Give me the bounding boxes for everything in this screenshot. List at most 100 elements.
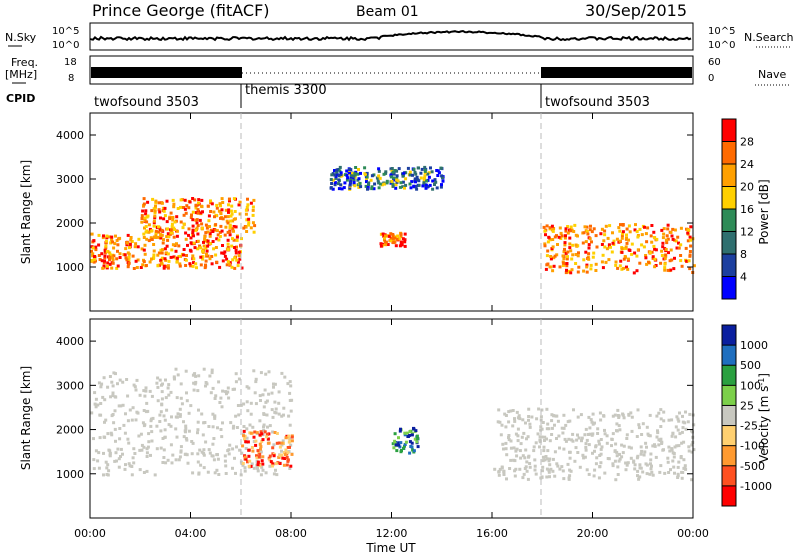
data-cell	[111, 256, 115, 260]
data-cell	[638, 463, 642, 467]
data-cell	[518, 449, 522, 453]
data-cell	[621, 230, 625, 234]
data-cell	[243, 437, 246, 441]
data-cell	[166, 266, 170, 270]
data-cell	[260, 459, 264, 463]
data-cell	[171, 198, 175, 202]
data-cell	[674, 425, 678, 429]
data-cell	[666, 456, 670, 460]
data-cell	[286, 451, 290, 455]
data-cell	[218, 401, 222, 404]
data-cell	[142, 232, 146, 236]
data-cell	[274, 462, 278, 466]
data-cell	[106, 473, 110, 477]
data-cell	[179, 445, 183, 449]
data-cell	[400, 449, 403, 452]
data-cell	[117, 457, 121, 461]
data-cell	[140, 217, 144, 220]
data-cell	[143, 252, 147, 256]
data-cell	[103, 398, 107, 402]
data-cell	[634, 223, 637, 227]
data-cell	[410, 441, 414, 445]
data-cell	[97, 466, 101, 470]
data-cell	[544, 233, 547, 237]
data-cell	[251, 213, 255, 217]
data-cell	[254, 443, 258, 447]
data-cell	[159, 216, 162, 220]
data-cell	[574, 243, 578, 247]
data-cell	[196, 247, 200, 251]
data-cell	[615, 454, 619, 458]
freq-panel: Freq. [MHz] 18 8 60 0 Nave	[5, 55, 790, 86]
data-cell	[182, 435, 186, 439]
data-cell	[396, 179, 400, 183]
data-cell	[223, 459, 227, 463]
freq-left-tick-bottom: 8	[68, 73, 74, 84]
data-cell	[266, 441, 270, 445]
data-cell	[437, 171, 441, 175]
data-cell	[108, 262, 112, 266]
data-cell	[551, 238, 555, 241]
data-cell	[611, 231, 614, 235]
data-cell	[165, 408, 169, 412]
data-cell	[198, 218, 202, 222]
data-cell	[205, 249, 209, 253]
data-cell	[253, 224, 257, 228]
data-cell	[163, 418, 167, 422]
data-cell	[202, 367, 206, 371]
data-cell	[249, 431, 253, 435]
data-cell	[377, 169, 381, 173]
data-cell	[646, 226, 650, 230]
data-cell	[126, 419, 130, 423]
data-cell	[125, 258, 129, 262]
data-cell	[214, 394, 218, 398]
colorbar-tick-label: -100	[740, 440, 765, 453]
data-cell	[564, 229, 568, 233]
data-cell	[207, 448, 211, 452]
data-cell	[159, 234, 163, 238]
colorbar-tick-label: 500	[740, 359, 761, 372]
data-cell	[544, 455, 548, 458]
data-cell	[410, 433, 414, 437]
data-cell	[503, 412, 507, 416]
data-cell	[559, 231, 563, 235]
data-cell	[237, 250, 241, 254]
data-cell	[597, 439, 601, 443]
data-cell	[247, 217, 251, 221]
data-cell	[108, 258, 111, 262]
data-cell	[546, 422, 550, 426]
data-cell	[90, 411, 94, 415]
data-cell	[606, 457, 610, 460]
data-cell	[551, 269, 555, 273]
data-cell	[134, 388, 138, 392]
data-cell	[419, 176, 423, 180]
colorbar-swatch	[722, 345, 736, 366]
data-cell	[567, 477, 571, 481]
data-cell	[226, 248, 230, 252]
data-cell	[599, 232, 603, 236]
data-cell	[645, 472, 649, 476]
data-cell	[225, 392, 228, 396]
data-cell	[251, 425, 255, 429]
data-cell	[417, 183, 421, 187]
data-cell	[542, 445, 546, 449]
data-cell	[603, 233, 607, 237]
data-cell	[259, 447, 262, 451]
data-cell	[161, 241, 165, 245]
data-cell	[158, 378, 162, 382]
data-cell	[583, 455, 587, 459]
data-cell	[184, 258, 188, 262]
data-cell	[167, 259, 171, 263]
data-cell	[415, 440, 419, 444]
data-cell	[397, 167, 401, 171]
data-cell	[547, 427, 551, 431]
data-cell	[618, 428, 622, 432]
data-cell	[215, 237, 219, 241]
data-cell	[221, 217, 225, 221]
data-cell	[259, 473, 263, 477]
data-cell	[283, 451, 286, 455]
data-cell	[232, 197, 236, 201]
data-cell	[163, 428, 167, 432]
data-cell	[108, 453, 112, 457]
data-cell	[686, 231, 690, 235]
